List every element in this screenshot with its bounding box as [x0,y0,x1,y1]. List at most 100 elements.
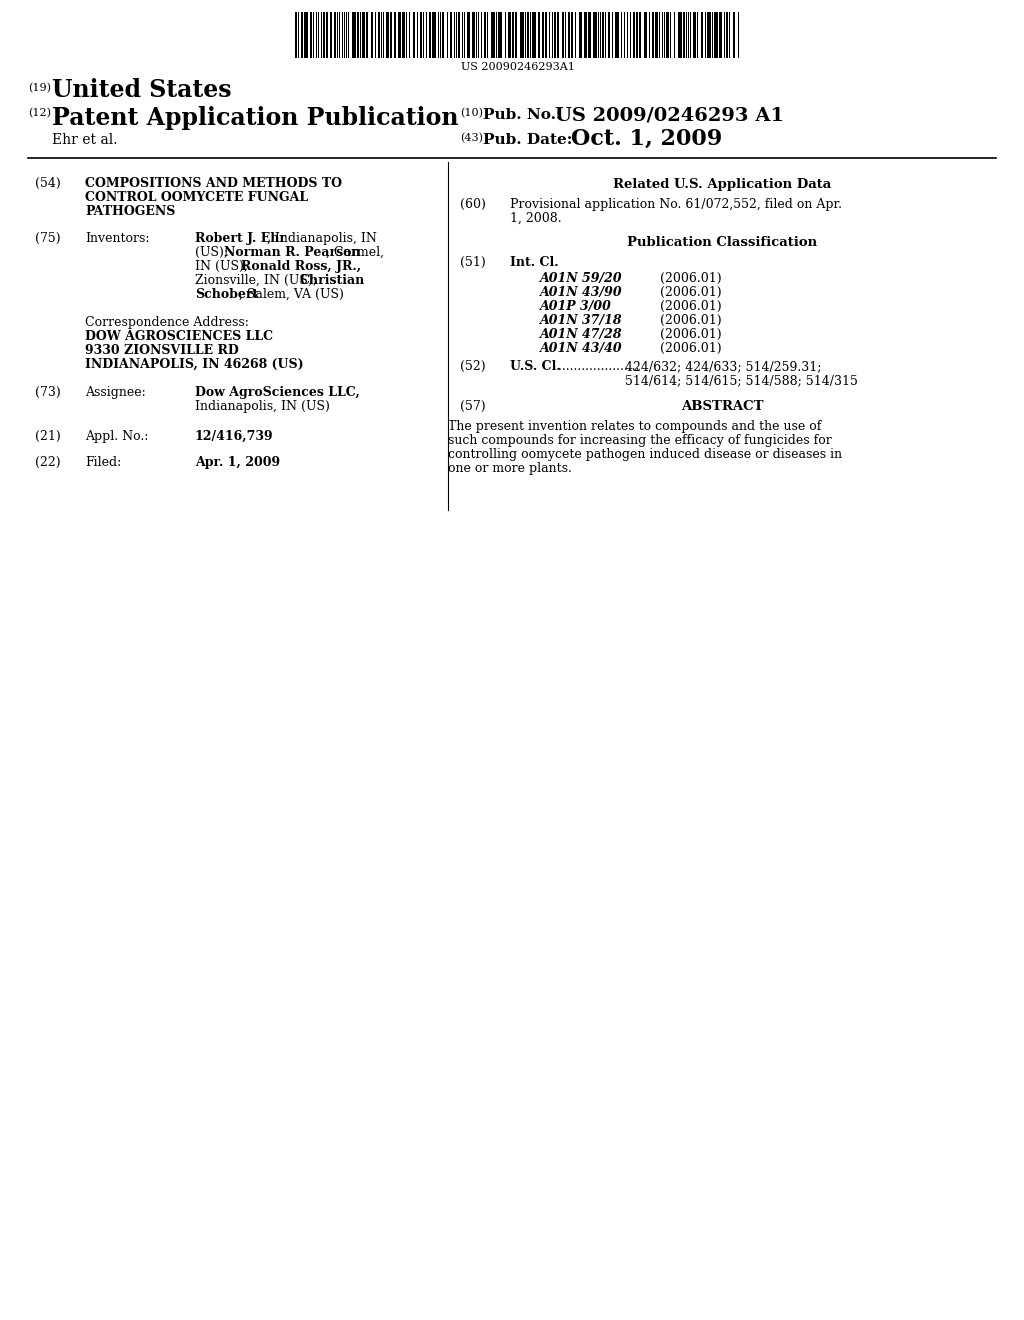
Bar [527,12,529,58]
Bar [420,12,422,58]
Text: Robert J. Ehr: Robert J. Ehr [195,232,286,246]
Text: one or more plants.: one or more plants. [449,462,571,475]
Bar [701,12,703,58]
Text: A01N 59/20: A01N 59/20 [540,272,623,285]
Text: Pub. No.:: Pub. No.: [483,108,561,121]
Bar [366,12,368,58]
Text: Provisional application No. 61/072,552, filed on Apr.: Provisional application No. 61/072,552, … [510,198,842,211]
Bar [362,12,365,58]
Bar [432,12,436,58]
Bar [683,12,685,58]
Text: A01P 3/00: A01P 3/00 [540,300,612,313]
Bar [394,12,396,58]
Bar [402,12,406,58]
Text: (60): (60) [460,198,485,211]
Text: (2006.01): (2006.01) [660,327,722,341]
Text: PATHOGENS: PATHOGENS [85,205,175,218]
Text: United States: United States [52,78,231,102]
Bar [330,12,332,58]
Bar [512,12,514,58]
Bar [644,12,647,58]
Text: Related U.S. Application Data: Related U.S. Application Data [613,178,831,191]
Bar [442,12,444,58]
Text: (43): (43) [460,133,483,144]
Text: , Indianapolis, IN: , Indianapolis, IN [267,232,377,246]
Bar [484,12,486,58]
Text: (51): (51) [460,256,485,269]
Text: COMPOSITIONS AND METHODS TO: COMPOSITIONS AND METHODS TO [85,177,342,190]
Bar [310,12,312,58]
Bar [639,12,641,58]
Bar [608,12,610,58]
Text: Patent Application Publication: Patent Application Publication [52,106,459,129]
Bar [357,12,359,58]
Bar [588,12,591,58]
Bar [371,12,373,58]
Text: , Salem, VA (US): , Salem, VA (US) [239,288,344,301]
Bar [693,12,696,58]
Bar [579,12,582,58]
Text: (US);: (US); [195,246,232,259]
Text: Appl. No.:: Appl. No.: [85,430,148,444]
Bar [615,12,618,58]
Bar [545,12,547,58]
Text: (12): (12) [28,108,51,119]
Bar [378,12,380,58]
Text: Filed:: Filed: [85,455,121,469]
Text: controlling oomycete pathogen induced disease or diseases in: controlling oomycete pathogen induced di… [449,447,842,461]
Text: DOW AGROSCIENCES LLC: DOW AGROSCIENCES LLC [85,330,273,343]
Bar [584,12,587,58]
Text: Oct. 1, 2009: Oct. 1, 2009 [571,128,722,150]
Bar [304,12,308,58]
Text: (57): (57) [460,400,485,413]
Text: A01N 47/28: A01N 47/28 [540,327,623,341]
Bar [334,12,336,58]
Bar [571,12,573,58]
Text: (19): (19) [28,83,51,94]
Text: Indianapolis, IN (US): Indianapolis, IN (US) [195,400,330,413]
Text: (75): (75) [35,232,60,246]
Text: such compounds for increasing the efficacy of fungicides for: such compounds for increasing the effica… [449,434,831,447]
Text: U.S. Cl.: U.S. Cl. [510,360,561,374]
Bar [593,12,597,58]
Bar [520,12,524,58]
Bar [413,12,415,58]
Bar [726,12,728,58]
Text: (2006.01): (2006.01) [660,314,722,327]
Text: Schobert: Schobert [195,288,258,301]
Bar [498,12,502,58]
Text: Int. Cl.: Int. Cl. [510,256,559,269]
Bar [508,12,511,58]
Text: Inventors:: Inventors: [85,232,150,246]
Text: (2006.01): (2006.01) [660,286,722,300]
Bar [568,12,570,58]
Bar [554,12,556,58]
Bar [636,12,638,58]
Bar [386,12,389,58]
Bar [301,12,303,58]
Text: (54): (54) [35,177,60,190]
Text: INDIANAPOLIS, IN 46268 (US): INDIANAPOLIS, IN 46268 (US) [85,358,304,371]
Bar [390,12,392,58]
Text: A01N 43/40: A01N 43/40 [540,342,623,355]
Bar [652,12,654,58]
Bar [666,12,669,58]
Bar [707,12,711,58]
Text: (73): (73) [35,385,60,399]
Bar [467,12,470,58]
Text: 9330 ZIONSVILLE RD: 9330 ZIONSVILLE RD [85,345,239,356]
Bar [714,12,718,58]
Text: Norman R. Pearson: Norman R. Pearson [224,246,360,259]
Text: (2006.01): (2006.01) [660,300,722,313]
Bar [458,12,460,58]
Text: (22): (22) [35,455,60,469]
Text: A01N 37/18: A01N 37/18 [540,314,623,327]
Bar [557,12,559,58]
Bar [323,12,325,58]
Bar [542,12,544,58]
Text: CONTROL OOMYCETE FUNGAL: CONTROL OOMYCETE FUNGAL [85,191,308,205]
Bar [352,12,356,58]
Bar [490,12,495,58]
Text: A01N 43/90: A01N 43/90 [540,286,623,300]
Text: Christian: Christian [299,275,365,286]
